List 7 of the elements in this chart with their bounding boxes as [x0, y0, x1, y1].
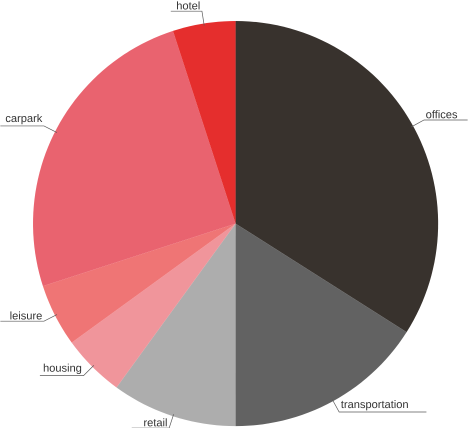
slice-label: housing: [44, 363, 82, 374]
slice-label: hotel: [177, 1, 200, 10]
slice-label: carpark: [6, 114, 42, 124]
slice-label: transportation: [341, 400, 408, 410]
slice-label: offices: [426, 110, 458, 118]
slice-label: retail: [144, 418, 167, 426]
slice-label: leisure: [10, 311, 42, 320]
